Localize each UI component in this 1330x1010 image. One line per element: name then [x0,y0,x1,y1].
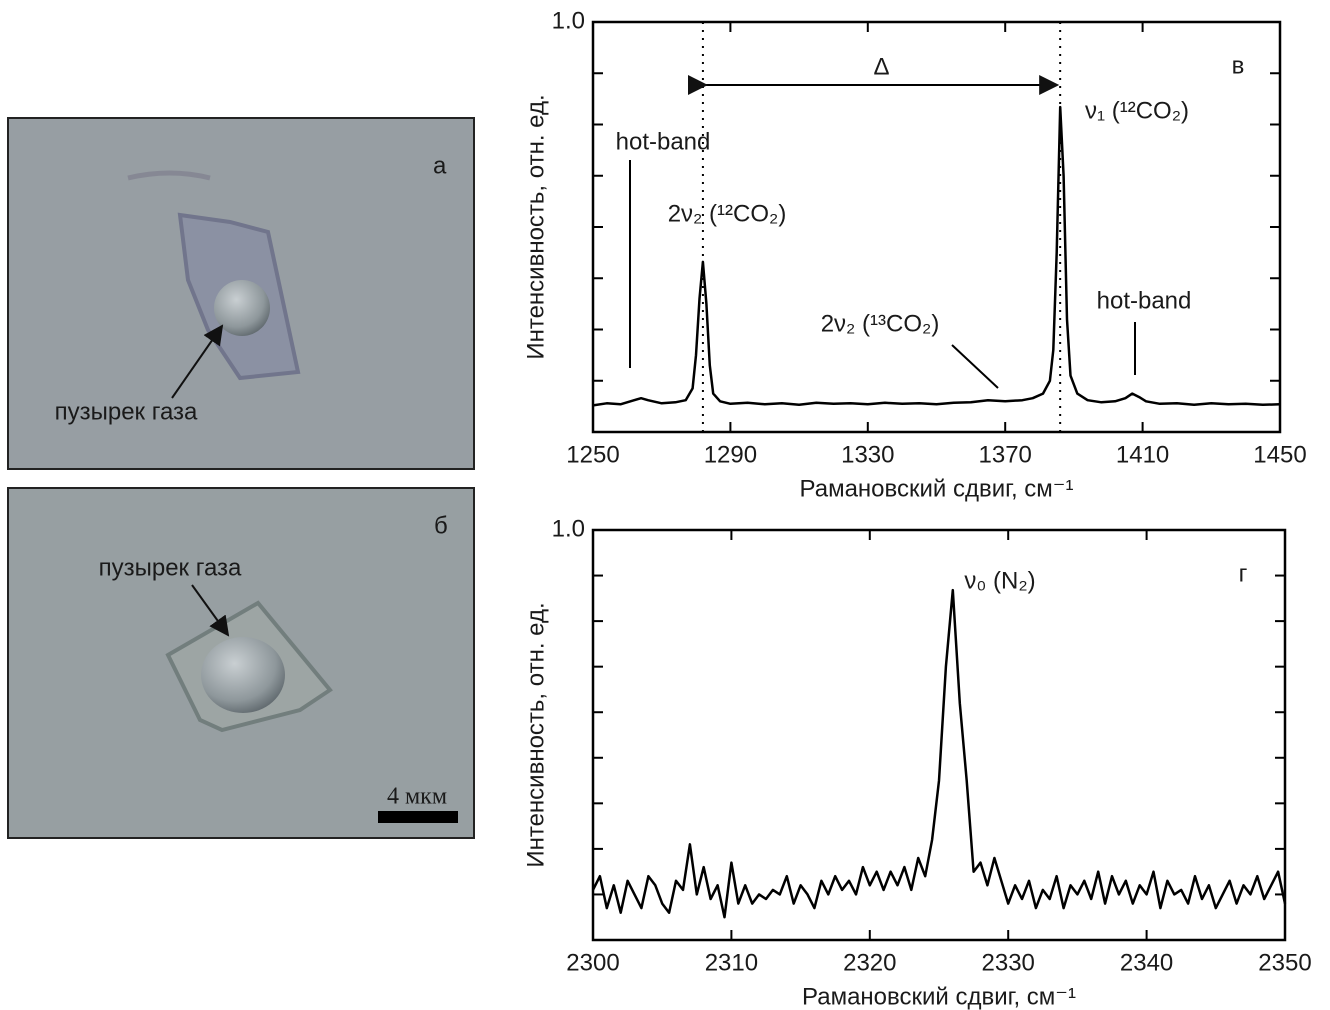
x-tick-label: 1450 [1253,441,1306,468]
photo-label: б [434,512,448,539]
scale-bar [378,811,458,823]
peak-annotation: 2ν₂ (¹²CO₂) [668,200,787,227]
annotation-leader [951,344,999,389]
peak-annotation: hot-band [616,128,711,155]
plot-frame [591,528,1287,942]
x-tick-label: 2340 [1120,949,1173,976]
photo-a: а пузырек газа [7,117,475,470]
spectrum-line [592,105,1281,407]
x-tick-label: 2300 [566,949,619,976]
peak-annotation: 2ν₂ (¹³CO₂) [821,310,940,337]
x-axis-label: Рамановский сдвиг, см⁻¹ [800,475,1074,502]
peak-annotation: ν₀ (N₂) [964,567,1035,594]
scale-bar-label: 4 мкм [387,784,447,810]
photo-label: а [433,152,447,179]
x-tick-label: 2320 [843,949,896,976]
peak-annotation: ν₁ (¹²CO₂) [1085,97,1189,124]
x-tick-label: 1410 [1116,441,1169,468]
spectrum-line [591,588,1287,919]
peak-annotation: hot-band [1097,287,1192,314]
x-tick-label: 1290 [704,441,757,468]
x-tick-label: 2330 [982,949,1035,976]
x-tick-label: 1250 [566,441,619,468]
y-tick-label: 1.0 [552,7,585,34]
x-axis-label: Рамановский сдвиг, см⁻¹ [802,983,1076,1010]
x-tick-label: 1370 [979,441,1032,468]
photo-caption: пузырек газа [99,554,242,581]
interval-label: Δ [874,53,890,80]
photo-b: б пузырек газа 4 мкм [7,487,475,839]
panel-label: в [1232,52,1245,79]
photo-caption: пузырек газа [55,398,198,425]
y-tick-label: 1.0 [552,515,585,542]
panel-label: г [1239,560,1248,587]
y-axis-label: Интенсивность, отн. ед. [522,94,549,359]
y-axis-label: Интенсивность, отн. ед. [522,602,549,867]
x-tick-label: 2350 [1258,949,1311,976]
x-tick-label: 1330 [841,441,894,468]
x-tick-label: 2310 [705,949,758,976]
